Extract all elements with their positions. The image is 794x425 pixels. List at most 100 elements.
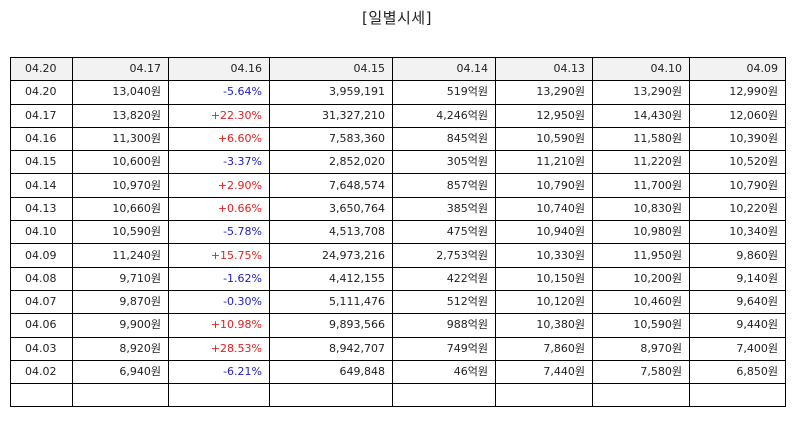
table-cell: 519억원 (392, 80, 496, 105)
change-rate-cell: -3.37% (168, 150, 270, 175)
change-rate-cell: +22.30% (168, 103, 270, 128)
table-cell: 422억원 (392, 266, 496, 291)
table-cell: 7,860원 (495, 336, 593, 361)
empty-table-row (10, 383, 786, 408)
table-cell: 10,390원 (689, 126, 786, 152)
table-cell: 04.13 (10, 196, 73, 222)
table-cell: 5,111,476 (269, 289, 393, 315)
table-cell: 749억원 (392, 336, 496, 361)
table-cell: 7,440원 (495, 359, 593, 385)
table-cell: 31,327,210 (269, 103, 393, 128)
table-cell: 9,900원 (72, 313, 169, 338)
empty-cell (168, 383, 270, 408)
table-cell: 9,710원 (72, 266, 169, 291)
table-cell: 11,220원 (592, 150, 690, 175)
table-cell: 04.20 (10, 80, 73, 105)
table-cell: 6,940원 (72, 359, 169, 385)
table-cell: 7,648,574 (269, 173, 393, 198)
table-row: 04.06 9,900원 +10.98% 9,893,566 988억원 10,380원 1… (10, 313, 786, 338)
table-cell: 10,590원 (592, 313, 690, 338)
table-cell: 385억원 (392, 196, 496, 222)
table-row: 04.13 10,660원 +0.66% 3,650,764 385억원 10,740원 1… (10, 196, 786, 222)
table-cell: 11,580원 (592, 126, 690, 152)
table-row: 04.20 13,040원 -5.64% 3,959,191 519억원 13,290원 1… (10, 80, 786, 105)
table-row: 04.09 11,240원 +15.75% 24,973,216 2,753억원 10,3… (10, 243, 786, 268)
change-rate-cell: +15.75% (168, 243, 270, 268)
table-cell: 305억원 (392, 150, 496, 175)
empty-cell (10, 383, 73, 408)
change-rate-cell: +28.53% (168, 336, 270, 361)
table-cell: 10,340원 (689, 220, 786, 245)
table-row: 04.10 10,590원 -5.78% 4,513,708 475억원 10,940원 1… (10, 220, 786, 245)
table-cell: 13,290원 (592, 80, 690, 105)
table-cell: 10,790원 (495, 173, 593, 198)
change-rate-cell: +10.98% (168, 313, 270, 338)
empty-cell (269, 383, 393, 408)
table-cell: 4,412,155 (269, 266, 393, 291)
table-cell: 10,220원 (689, 196, 786, 222)
table-cell: 04.07 (10, 289, 73, 315)
page-title: [일별시세] (362, 9, 432, 27)
table-cell: 8,920원 (72, 336, 169, 361)
table-row: 04.08 9,710원 -1.62% 4,412,155 422억원 10,150원 10… (10, 266, 786, 291)
table-cell: 9,140원 (689, 266, 786, 291)
change-rate-cell: -5.64% (168, 80, 270, 105)
empty-cell (495, 383, 593, 408)
table-row: 04.02 6,940원 -6.21% 649,848 46억원 7,440원 7,580원… (10, 359, 786, 385)
table-cell: 2,753억원 (392, 243, 496, 268)
table-cell: 857억원 (392, 173, 496, 198)
table-header-cell: 04.15 (269, 56, 393, 82)
table-cell: 10,120원 (495, 289, 593, 315)
table-cell: 24,973,216 (269, 243, 393, 268)
change-rate-cell: +6.60% (168, 126, 270, 152)
table-cell: 11,950원 (592, 243, 690, 268)
table-cell: 12,990원 (689, 80, 786, 105)
table-header-cell: 04.17 (72, 56, 169, 82)
table-cell: 512억원 (392, 289, 496, 315)
table-cell: 10,460원 (592, 289, 690, 315)
change-rate-cell: +0.66% (168, 196, 270, 222)
table-cell: 10,590원 (495, 126, 593, 152)
table-cell: 10,970원 (72, 173, 169, 198)
table-header-cell: 04.16 (168, 56, 270, 82)
table-cell: 11,210원 (495, 150, 593, 175)
table-cell: 10,150원 (495, 266, 593, 291)
table-row: 04.14 10,970원 +2.90% 7,648,574 857억원 10,790원 1… (10, 173, 786, 198)
table-cell: 9,640원 (689, 289, 786, 315)
table-header-cell: 04.13 (495, 56, 593, 82)
table-cell: 9,870원 (72, 289, 169, 315)
table-row: 04.03 8,920원 +28.53% 8,942,707 749억원 7,860원 8,… (10, 336, 786, 361)
change-rate-cell: -0.30% (168, 289, 270, 315)
table-cell: 04.03 (10, 336, 73, 361)
table-cell: 9,860원 (689, 243, 786, 268)
table-header-cell: 04.09 (689, 56, 786, 82)
table-cell: 04.09 (10, 243, 73, 268)
table-row: 04.16 11,300원 +6.60% 7,583,360 845억원 10,590원 1… (10, 126, 786, 152)
table-cell: 10,590원 (72, 220, 169, 245)
table-cell: 8,942,707 (269, 336, 393, 361)
table-header-row: 04.20 04.17 04.16 04.15 04.14 04.13 04.10 04.09 (10, 56, 786, 82)
empty-cell (689, 383, 786, 408)
table-cell: 7,580원 (592, 359, 690, 385)
table-cell: 475억원 (392, 220, 496, 245)
table-cell: 7,400원 (689, 336, 786, 361)
table-cell: 6,850원 (689, 359, 786, 385)
table-cell: 46억원 (392, 359, 496, 385)
table-cell: 12,060원 (689, 103, 786, 128)
table-cell: 13,290원 (495, 80, 593, 105)
empty-cell (592, 383, 690, 408)
table-cell: 9,893,566 (269, 313, 393, 338)
table-cell: 04.16 (10, 126, 73, 152)
change-rate-cell: -5.78% (168, 220, 270, 245)
table-cell: 11,300원 (72, 126, 169, 152)
table-cell: 10,980원 (592, 220, 690, 245)
table-cell: 04.06 (10, 313, 73, 338)
table-header-cell: 04.10 (592, 56, 690, 82)
table-cell: 988억원 (392, 313, 496, 338)
table-cell: 11,700원 (592, 173, 690, 198)
change-rate-cell: -1.62% (168, 266, 270, 291)
table-cell: 10,330원 (495, 243, 593, 268)
table-cell: 10,740원 (495, 196, 593, 222)
table-cell: 10,200원 (592, 266, 690, 291)
